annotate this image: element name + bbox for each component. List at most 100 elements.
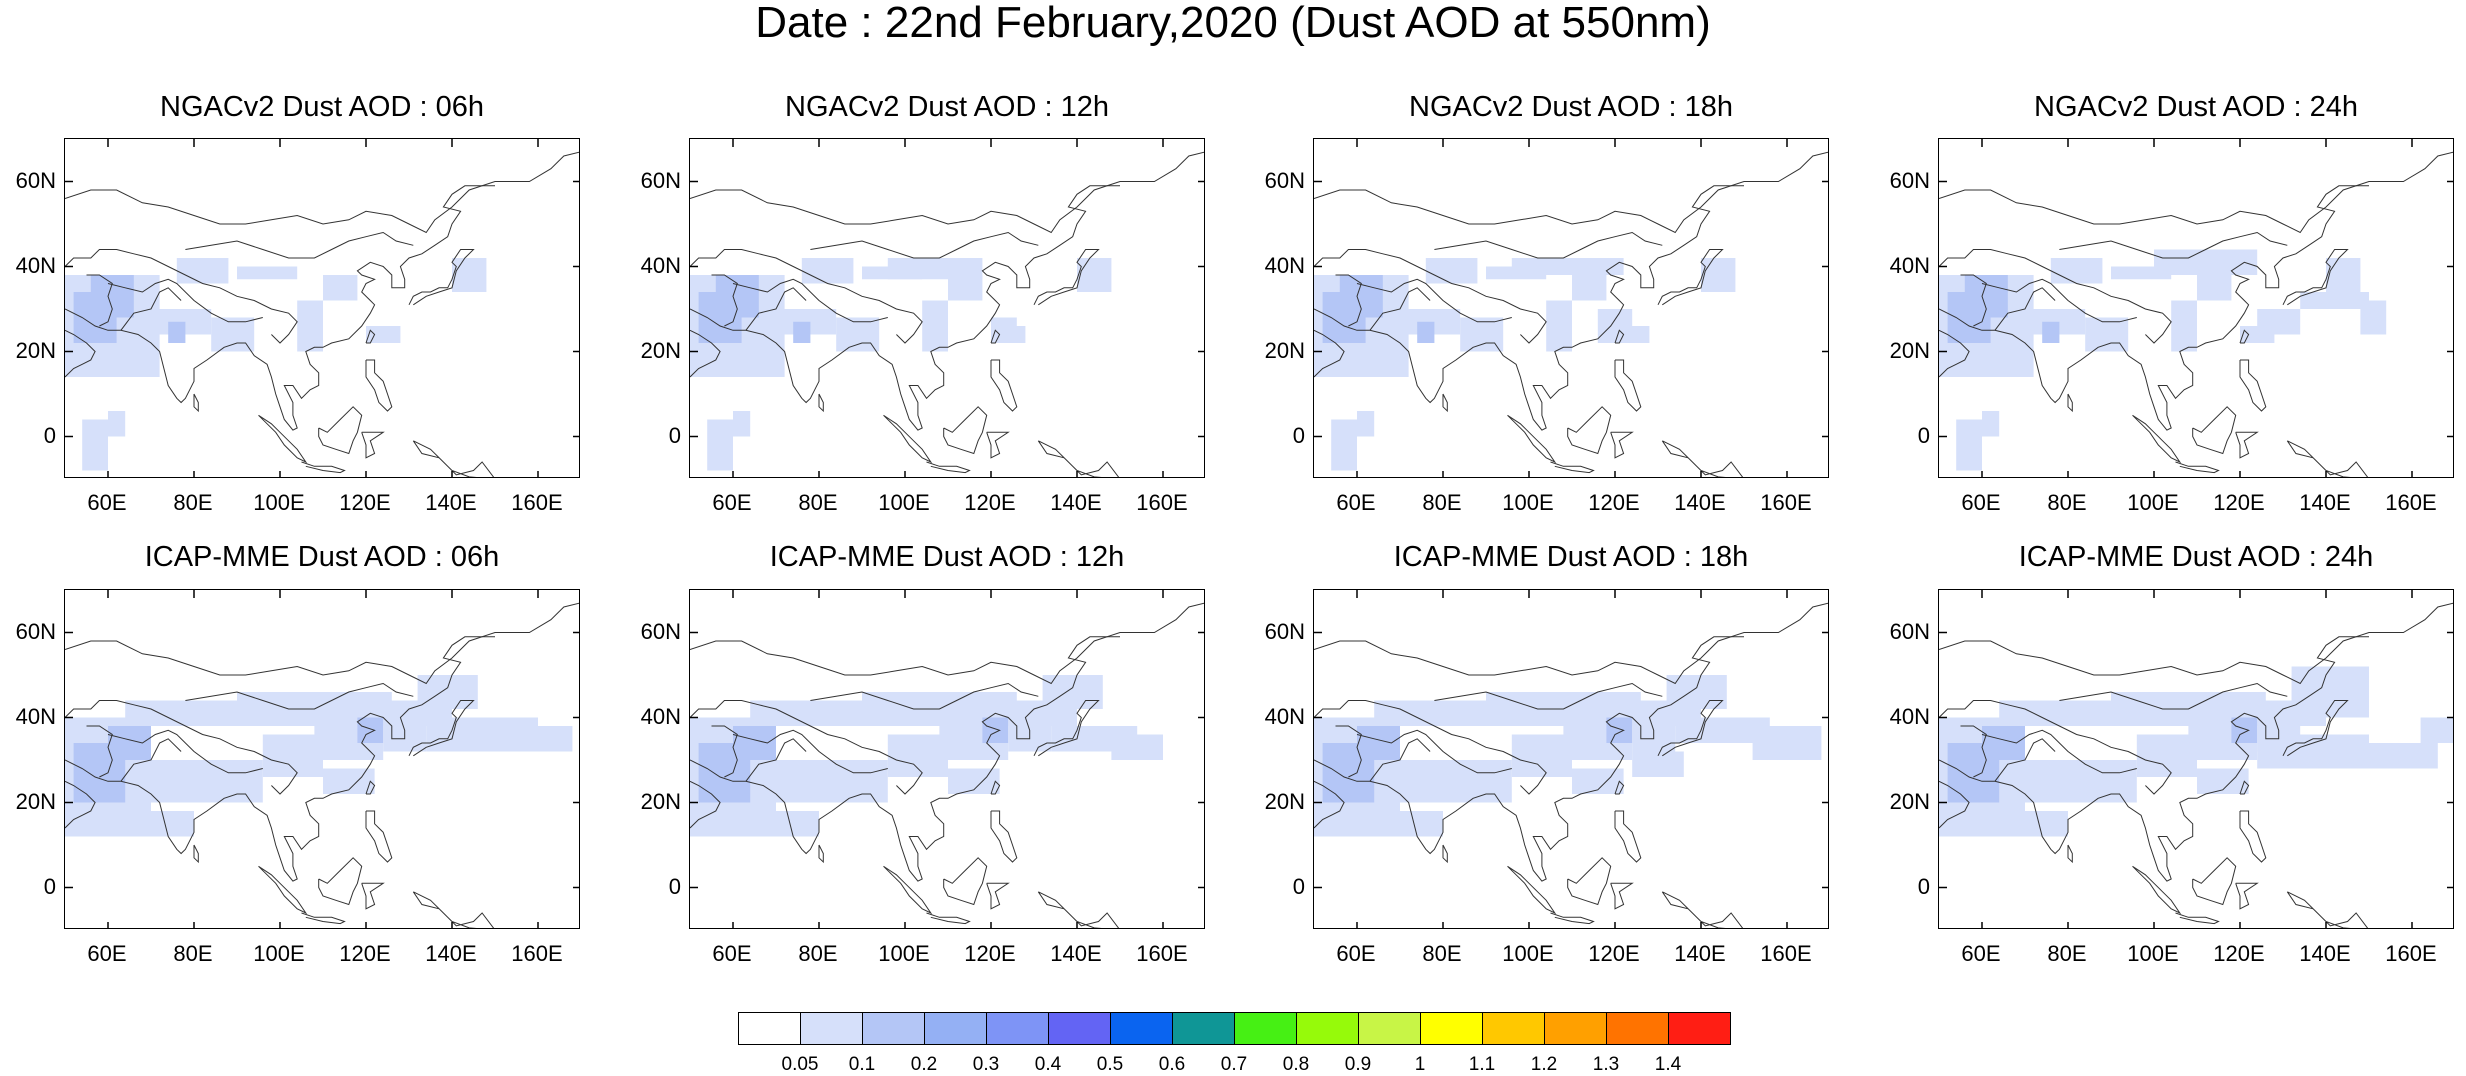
colorbar-label: 0.2	[910, 1054, 938, 1075]
dust-aod-patch	[237, 692, 392, 718]
coastline	[2282, 249, 2349, 306]
colorbar-label: 1.3	[1592, 1054, 1620, 1075]
dust-aod-patch	[426, 717, 538, 752]
dust-aod-patch	[1111, 734, 1163, 760]
coastline	[65, 700, 298, 795]
coastline	[365, 780, 376, 795]
lon-tick-label: 160E	[2385, 490, 2437, 515]
lat-tick-label: 60N	[640, 167, 681, 193]
map-panel	[64, 138, 580, 478]
coastline	[1994, 287, 2056, 331]
colorbar-swatch	[800, 1012, 863, 1045]
coastline	[732, 278, 888, 323]
lat-tick-label: 20N	[1264, 788, 1305, 814]
coastline	[1442, 393, 1448, 413]
dust-aod-patch	[262, 734, 323, 777]
dust-aod-patch	[452, 258, 487, 292]
coastline	[301, 461, 346, 474]
coastline	[883, 414, 933, 464]
coastline	[1335, 274, 1362, 327]
lon-tick-label: 60E	[1336, 941, 1376, 966]
coastline	[2192, 857, 2237, 906]
lon-tick-label: 80E	[173, 941, 213, 966]
lon-tick-label: 100E	[253, 941, 305, 966]
coastline	[120, 738, 182, 782]
lon-tick-label: 120E	[964, 490, 1016, 515]
dust-aod-patch	[2042, 321, 2060, 343]
coastline	[65, 602, 579, 685]
colorbar-label: 0.7	[1220, 1054, 1248, 1075]
coastline	[690, 151, 1204, 234]
lat-tick-label: 40N	[1889, 252, 1930, 278]
coastline	[2132, 865, 2182, 915]
dust-aod-patch	[2326, 258, 2361, 292]
coastline	[1507, 865, 1557, 915]
coastline	[690, 602, 1204, 685]
coastline	[818, 393, 824, 413]
coastline	[990, 329, 1001, 344]
coastline	[1037, 891, 1120, 928]
coastline	[1335, 725, 1362, 778]
coastline	[810, 682, 1039, 710]
lon-tick-label: 140E	[1050, 490, 1102, 515]
coastline	[926, 461, 971, 474]
lon-tick-label: 120E	[1588, 941, 1640, 966]
coastline	[318, 406, 363, 455]
coastline	[926, 912, 971, 925]
lon-tick-label: 160E	[511, 941, 563, 966]
colorbar-label: 0.1	[848, 1054, 876, 1075]
coastline	[1939, 700, 2172, 795]
colorbar-swatch	[1668, 1012, 1731, 1045]
coastline	[1356, 278, 1512, 323]
coastline	[1981, 729, 2137, 774]
coastline	[1939, 636, 2369, 882]
lon-tick-label: 120E	[964, 941, 1016, 966]
lat-tick-label: 0	[1917, 873, 1930, 899]
map-panel	[1938, 138, 2454, 478]
lat-tick-label: 60N	[1889, 167, 1930, 193]
colorbar-label: 1.1	[1468, 1054, 1496, 1075]
coastline	[810, 231, 1039, 259]
coastline	[690, 780, 721, 829]
coastline	[990, 810, 1018, 863]
coastline	[1369, 738, 1431, 782]
dust-aod-patch	[1486, 692, 1641, 718]
colorbar-swatch	[1048, 1012, 1111, 1045]
lon-tick-label: 160E	[1760, 941, 1812, 966]
colorbar-swatch	[1482, 1012, 1545, 1045]
dust-aod-patch	[2291, 666, 2369, 718]
dust-aod-patch	[887, 258, 983, 280]
coastline	[690, 249, 923, 344]
lon-tick-label: 140E	[425, 490, 477, 515]
dust-aod-patch	[417, 675, 478, 709]
lon-tick-label: 120E	[339, 941, 391, 966]
coastline	[690, 700, 923, 795]
lat-tick-label: 40N	[640, 703, 681, 729]
dust-aod-patch	[90, 275, 134, 318]
coastline	[1369, 287, 1431, 331]
coastline	[2282, 700, 2349, 757]
colorbar-label: 0.05	[781, 1054, 819, 1075]
map-panel	[689, 589, 1205, 929]
map-canvas	[690, 139, 1204, 477]
lon-tick-label: 100E	[878, 490, 930, 515]
coastline	[1614, 780, 1625, 795]
lat-tick-label: 40N	[15, 252, 56, 278]
coastline	[301, 912, 346, 925]
dust-aod-patch	[108, 811, 194, 837]
coastline	[86, 274, 113, 327]
coastline	[365, 810, 393, 863]
lon-tick-label: 160E	[2385, 941, 2437, 966]
lon-tick-label: 80E	[798, 941, 838, 966]
dust-aod-patch	[922, 300, 948, 352]
dust-aod-patch	[1982, 811, 2068, 837]
map-canvas	[1939, 590, 2453, 928]
dust-aod-patch	[82, 419, 108, 471]
coastline	[258, 865, 308, 915]
lon-tick-label: 100E	[1502, 941, 1554, 966]
coastline	[2239, 810, 2267, 863]
colorbar-label: 0.6	[1158, 1054, 1186, 1075]
coastline	[365, 359, 393, 412]
map-canvas	[65, 139, 579, 477]
coastline	[1960, 274, 1987, 327]
